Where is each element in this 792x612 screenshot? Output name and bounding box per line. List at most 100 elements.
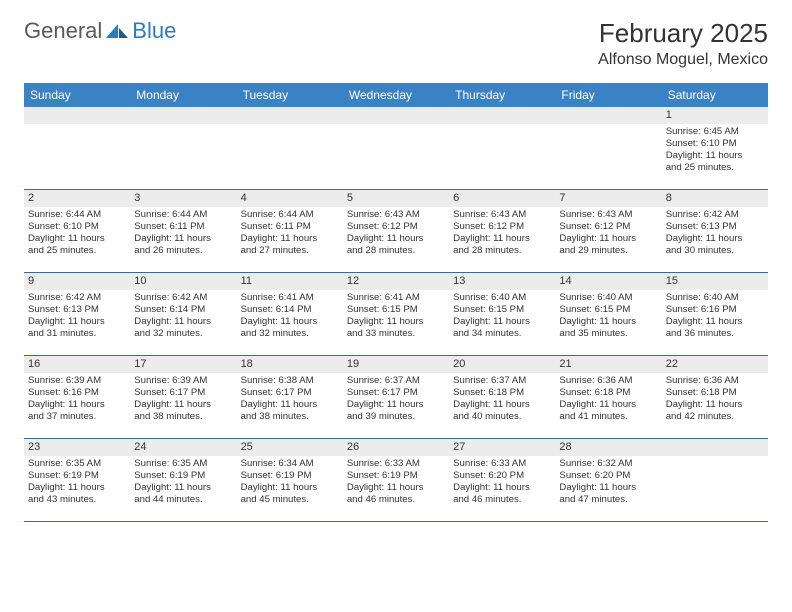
calendar-cell: 25Sunrise: 6:34 AMSunset: 6:19 PMDayligh…	[237, 439, 343, 521]
cell-content: Sunrise: 6:35 AMSunset: 6:19 PMDaylight:…	[24, 456, 130, 510]
cell-content: Sunrise: 6:35 AMSunset: 6:19 PMDaylight:…	[130, 456, 236, 510]
sunrise-text: Sunrise: 6:37 AM	[347, 375, 445, 387]
sunset-text: Sunset: 6:14 PM	[134, 304, 232, 316]
daylight1-text: Daylight: 11 hours	[134, 316, 232, 328]
calendar-cell: 1Sunrise: 6:45 AMSunset: 6:10 PMDaylight…	[662, 107, 768, 189]
sunrise-text: Sunrise: 6:43 AM	[453, 209, 551, 221]
calendar-cell	[555, 107, 661, 189]
sunrise-text: Sunrise: 6:40 AM	[559, 292, 657, 304]
sunset-text: Sunset: 6:18 PM	[666, 387, 764, 399]
daylight1-text: Daylight: 11 hours	[453, 399, 551, 411]
calendar-cell: 28Sunrise: 6:32 AMSunset: 6:20 PMDayligh…	[555, 439, 661, 521]
calendar-cell: 17Sunrise: 6:39 AMSunset: 6:17 PMDayligh…	[130, 356, 236, 438]
date-number: 3	[130, 190, 236, 207]
cell-content: Sunrise: 6:36 AMSunset: 6:18 PMDaylight:…	[662, 373, 768, 427]
day-head-wed: Wednesday	[343, 83, 449, 107]
cell-content: Sunrise: 6:37 AMSunset: 6:18 PMDaylight:…	[449, 373, 555, 427]
logo: General Blue	[24, 18, 176, 44]
cell-content: Sunrise: 6:32 AMSunset: 6:20 PMDaylight:…	[555, 456, 661, 510]
cell-content: Sunrise: 6:40 AMSunset: 6:15 PMDaylight:…	[555, 290, 661, 344]
calendar-cell: 22Sunrise: 6:36 AMSunset: 6:18 PMDayligh…	[662, 356, 768, 438]
date-number	[449, 107, 555, 124]
cell-content: Sunrise: 6:39 AMSunset: 6:16 PMDaylight:…	[24, 373, 130, 427]
logo-text-blue: Blue	[132, 18, 176, 44]
cell-content: Sunrise: 6:39 AMSunset: 6:17 PMDaylight:…	[130, 373, 236, 427]
location-label: Alfonso Moguel, Mexico	[598, 51, 768, 69]
daylight1-text: Daylight: 11 hours	[453, 482, 551, 494]
sunset-text: Sunset: 6:14 PM	[241, 304, 339, 316]
sunset-text: Sunset: 6:15 PM	[453, 304, 551, 316]
calendar-cell: 6Sunrise: 6:43 AMSunset: 6:12 PMDaylight…	[449, 190, 555, 272]
daylight1-text: Daylight: 11 hours	[28, 399, 126, 411]
date-number: 19	[343, 356, 449, 373]
sunset-text: Sunset: 6:12 PM	[347, 221, 445, 233]
daylight1-text: Daylight: 11 hours	[666, 316, 764, 328]
daylight2-text: and 40 minutes.	[453, 411, 551, 423]
date-number: 23	[24, 439, 130, 456]
date-number: 2	[24, 190, 130, 207]
date-number: 17	[130, 356, 236, 373]
daylight1-text: Daylight: 11 hours	[666, 233, 764, 245]
daylight2-text: and 41 minutes.	[559, 411, 657, 423]
cell-content	[130, 124, 236, 130]
calendar-cell: 7Sunrise: 6:43 AMSunset: 6:12 PMDaylight…	[555, 190, 661, 272]
sunset-text: Sunset: 6:10 PM	[666, 138, 764, 150]
day-head-tue: Tuesday	[237, 83, 343, 107]
calendar-cell: 18Sunrise: 6:38 AMSunset: 6:17 PMDayligh…	[237, 356, 343, 438]
calendar-week: 16Sunrise: 6:39 AMSunset: 6:16 PMDayligh…	[24, 356, 768, 439]
sunrise-text: Sunrise: 6:34 AM	[241, 458, 339, 470]
date-number	[237, 107, 343, 124]
sunset-text: Sunset: 6:19 PM	[241, 470, 339, 482]
sunrise-text: Sunrise: 6:44 AM	[134, 209, 232, 221]
sunset-text: Sunset: 6:11 PM	[134, 221, 232, 233]
cell-content: Sunrise: 6:33 AMSunset: 6:20 PMDaylight:…	[449, 456, 555, 510]
daylight2-text: and 44 minutes.	[134, 494, 232, 506]
sunrise-text: Sunrise: 6:44 AM	[28, 209, 126, 221]
sunrise-text: Sunrise: 6:35 AM	[134, 458, 232, 470]
calendar-cell: 13Sunrise: 6:40 AMSunset: 6:15 PMDayligh…	[449, 273, 555, 355]
cell-content	[24, 124, 130, 130]
daylight2-text: and 38 minutes.	[134, 411, 232, 423]
calendar-cell: 23Sunrise: 6:35 AMSunset: 6:19 PMDayligh…	[24, 439, 130, 521]
cell-content: Sunrise: 6:45 AMSunset: 6:10 PMDaylight:…	[662, 124, 768, 178]
cell-content: Sunrise: 6:34 AMSunset: 6:19 PMDaylight:…	[237, 456, 343, 510]
sunset-text: Sunset: 6:19 PM	[134, 470, 232, 482]
cell-content	[662, 456, 768, 462]
date-number: 27	[449, 439, 555, 456]
calendar-cell: 5Sunrise: 6:43 AMSunset: 6:12 PMDaylight…	[343, 190, 449, 272]
sunset-text: Sunset: 6:16 PM	[28, 387, 126, 399]
calendar-cell: 21Sunrise: 6:36 AMSunset: 6:18 PMDayligh…	[555, 356, 661, 438]
calendar-cell: 4Sunrise: 6:44 AMSunset: 6:11 PMDaylight…	[237, 190, 343, 272]
daylight1-text: Daylight: 11 hours	[134, 233, 232, 245]
daylight1-text: Daylight: 11 hours	[241, 399, 339, 411]
daylight2-text: and 26 minutes.	[134, 245, 232, 257]
cell-content: Sunrise: 6:41 AMSunset: 6:14 PMDaylight:…	[237, 290, 343, 344]
sunset-text: Sunset: 6:15 PM	[347, 304, 445, 316]
sunset-text: Sunset: 6:13 PM	[28, 304, 126, 316]
date-number: 25	[237, 439, 343, 456]
cell-content	[237, 124, 343, 130]
daylight2-text: and 39 minutes.	[347, 411, 445, 423]
date-number: 28	[555, 439, 661, 456]
daylight2-text: and 42 minutes.	[666, 411, 764, 423]
cell-content: Sunrise: 6:42 AMSunset: 6:13 PMDaylight:…	[662, 207, 768, 261]
daylight2-text: and 29 minutes.	[559, 245, 657, 257]
calendar-week: 2Sunrise: 6:44 AMSunset: 6:10 PMDaylight…	[24, 190, 768, 273]
cell-content	[343, 124, 449, 130]
cell-content: Sunrise: 6:40 AMSunset: 6:16 PMDaylight:…	[662, 290, 768, 344]
sunset-text: Sunset: 6:17 PM	[134, 387, 232, 399]
calendar-week: 9Sunrise: 6:42 AMSunset: 6:13 PMDaylight…	[24, 273, 768, 356]
daylight1-text: Daylight: 11 hours	[453, 233, 551, 245]
sunrise-text: Sunrise: 6:33 AM	[453, 458, 551, 470]
cell-content: Sunrise: 6:41 AMSunset: 6:15 PMDaylight:…	[343, 290, 449, 344]
cell-content: Sunrise: 6:42 AMSunset: 6:13 PMDaylight:…	[24, 290, 130, 344]
calendar-cell	[24, 107, 130, 189]
calendar-cell	[237, 107, 343, 189]
sunrise-text: Sunrise: 6:45 AM	[666, 126, 764, 138]
date-number: 10	[130, 273, 236, 290]
calendar-cell: 14Sunrise: 6:40 AMSunset: 6:15 PMDayligh…	[555, 273, 661, 355]
date-number: 21	[555, 356, 661, 373]
date-number: 6	[449, 190, 555, 207]
daylight1-text: Daylight: 11 hours	[134, 482, 232, 494]
sunrise-text: Sunrise: 6:36 AM	[559, 375, 657, 387]
